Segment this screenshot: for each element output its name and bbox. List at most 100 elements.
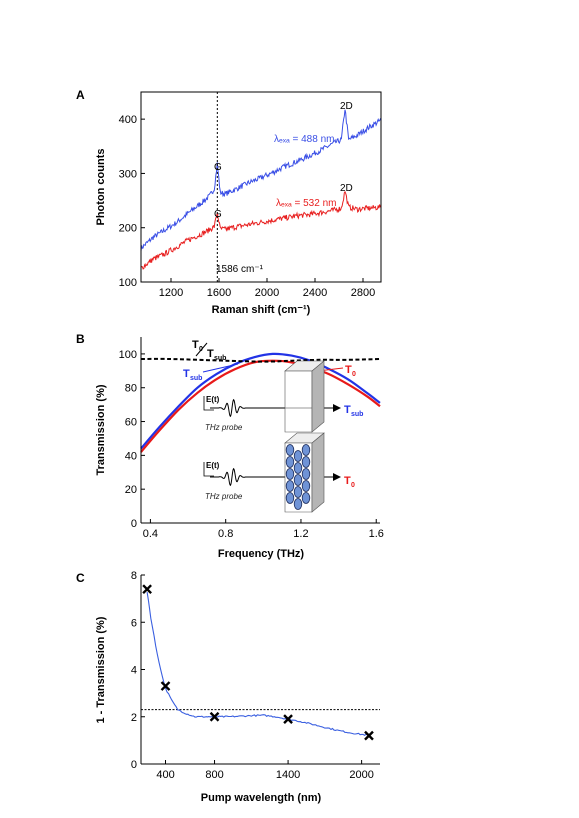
panel-b-ytick-label-4: 80 bbox=[125, 383, 137, 395]
panel-b-ytick-label-5: 100 bbox=[119, 349, 137, 361]
ratio-slash bbox=[195, 342, 208, 357]
panel-b-xlabel: Frequency (THz) bbox=[218, 548, 305, 560]
panel-b-ylabel: Transmission (%) bbox=[95, 384, 107, 475]
panel-label-b: B bbox=[76, 332, 85, 346]
probe-caption-1: THz probe bbox=[205, 423, 243, 432]
graphene-cell-14 bbox=[301, 492, 311, 504]
panel-b-ytick-label-2: 40 bbox=[125, 450, 137, 462]
panel-a-xlabel: Raman shift (cm⁻¹) bbox=[212, 304, 311, 316]
panel-a-ytick-label-2: 300 bbox=[119, 168, 137, 180]
inset-substrate: E(t) THz probe T sub bbox=[203, 360, 363, 433]
data-marker-0 bbox=[142, 584, 152, 595]
ratio-den-sub: sub bbox=[214, 355, 226, 362]
tsub-left-sub: sub bbox=[190, 375, 202, 382]
ratio-num: T bbox=[192, 339, 199, 351]
panel-a-xtick-label-4: 2800 bbox=[351, 287, 375, 299]
graphene-substrate-side bbox=[311, 432, 325, 513]
t0-inset-t: T bbox=[344, 475, 351, 487]
t0-right-t: T bbox=[345, 364, 352, 376]
panel-a-ytick-label-1: 200 bbox=[119, 223, 137, 235]
panel-b-marks bbox=[140, 352, 381, 453]
peak-2d-blue: 2D bbox=[340, 101, 353, 112]
panel-b-ytick-label-3: 60 bbox=[125, 417, 137, 429]
raman-series-0 bbox=[140, 109, 382, 252]
panel-c-xtick-label-0: 400 bbox=[156, 769, 174, 781]
panel-b-xtick-label-1: 0.8 bbox=[218, 528, 233, 540]
graphene-cell-9 bbox=[293, 498, 303, 510]
probe-field-2: E(t) bbox=[206, 461, 220, 470]
panel-c-ytick-label-1: 2 bbox=[131, 712, 137, 724]
graphene-cell-11 bbox=[301, 456, 311, 468]
graphene-cell-8 bbox=[293, 486, 303, 498]
graphene-cell-4 bbox=[285, 492, 295, 504]
substrate-side bbox=[311, 360, 325, 433]
ratio-label: T 0 T sub bbox=[192, 339, 226, 362]
panel-c-ytick-label-0: 0 bbox=[131, 759, 137, 771]
graphene-cell-7 bbox=[293, 474, 303, 486]
graphene-cell-1 bbox=[285, 456, 295, 468]
beam-arrowhead-1 bbox=[333, 404, 341, 412]
panel-c-ticks: 400 800 1400 2000 0 2 4 6 8 bbox=[131, 570, 374, 781]
graphene-cell-2 bbox=[285, 468, 295, 480]
panel-b: 0.4 0.8 1.2 1.6 0 20 40 60 80 100 Frequency (THz)… bbox=[95, 337, 384, 560]
panel-b-ticks: 0.4 0.8 1.2 1.6 0 20 40 60 80 100 bbox=[119, 349, 384, 540]
panel-label-c: C bbox=[76, 571, 85, 585]
panel-b-ytick-label-0: 0 bbox=[131, 518, 137, 530]
panel-c-xlabel: Pump wavelength (nm) bbox=[201, 792, 322, 804]
panel-a-ylabel: Photon counts bbox=[95, 149, 107, 226]
graphene-cell-3 bbox=[285, 480, 295, 492]
peak-g-red: G bbox=[214, 209, 222, 220]
probe-axes-2 bbox=[203, 462, 214, 477]
series-blue-label: λₑₓₐ = 488 nm bbox=[274, 134, 334, 145]
t0-label-right: T 0 bbox=[345, 364, 356, 378]
series-red-label: λₑₓₐ = 532 nm bbox=[276, 198, 336, 209]
graphene-lattice bbox=[285, 444, 311, 510]
graphene-cell-5 bbox=[293, 450, 303, 462]
panel-c-xtick-label-2: 1400 bbox=[276, 769, 300, 781]
ratio-den: T bbox=[207, 348, 214, 360]
panel-b-xtick-label-0: 0.4 bbox=[143, 528, 158, 540]
graphene-cell-0 bbox=[285, 444, 295, 456]
data-marker-1 bbox=[160, 681, 171, 691]
graphene-cell-13 bbox=[301, 480, 311, 492]
panel-c-ytick-label-2: 4 bbox=[131, 665, 137, 677]
panel-b-xtick-label-2: 1.2 bbox=[293, 528, 308, 540]
panel-c-ytick-label-3: 6 bbox=[131, 617, 137, 629]
t0-right-sub: 0 bbox=[352, 371, 356, 378]
probe-axes-1 bbox=[203, 396, 214, 411]
data-marker-2 bbox=[209, 711, 220, 722]
tsub-left-t: T bbox=[183, 368, 190, 380]
panel-a-xtick-label-0: 1200 bbox=[159, 287, 183, 299]
peak-g-blue: G bbox=[214, 162, 222, 173]
beam-arrowhead-2 bbox=[333, 473, 341, 481]
transmission-series-2 bbox=[140, 357, 381, 363]
tsub-right-sub: sub bbox=[351, 411, 363, 418]
graphene-cell-6 bbox=[293, 462, 303, 474]
panel-label-a: A bbox=[76, 88, 85, 102]
panel-a-frame bbox=[140, 91, 382, 283]
panel-c-marks bbox=[141, 584, 380, 741]
vline-label: 1586 cm⁻¹ bbox=[216, 264, 264, 275]
probe-pulse-1 bbox=[210, 398, 254, 418]
transmission-series-1 bbox=[140, 359, 381, 453]
panel-a: 1200 1600 2000 2400 2800 100 200 300 400 Raman s… bbox=[95, 91, 382, 316]
probe-field-1: E(t) bbox=[206, 395, 220, 404]
panel-c: 400 800 1400 2000 0 2 4 6 8 Pump wavelength (nm)… bbox=[95, 570, 380, 804]
graphene-cell-10 bbox=[301, 444, 311, 456]
panel-c-xtick-label-1: 800 bbox=[205, 769, 223, 781]
graphene-cell-12 bbox=[301, 468, 311, 480]
panel-b-ytick-label-1: 20 bbox=[125, 484, 137, 496]
peak-2d-red: 2D bbox=[340, 183, 353, 194]
panel-c-ylabel: 1 - Transmission (%) bbox=[95, 616, 107, 723]
tsub-label-left: T sub bbox=[183, 368, 202, 382]
panel-b-xtick-label-3: 1.6 bbox=[369, 528, 384, 540]
inset-graphene: E(t) THz probe T 0 bbox=[203, 432, 355, 513]
panel-c-xtick-label-3: 2000 bbox=[349, 769, 373, 781]
data-marker-4 bbox=[364, 730, 374, 741]
tsub-pointer bbox=[202, 363, 239, 373]
panel-a-xtick-label-2: 2000 bbox=[255, 287, 279, 299]
panel-a-ticks: 1200 1600 2000 2400 2800 100 200 300 400 bbox=[119, 114, 376, 299]
raman-series-1 bbox=[140, 190, 382, 270]
panel-a-ytick-label-0: 100 bbox=[119, 277, 137, 289]
